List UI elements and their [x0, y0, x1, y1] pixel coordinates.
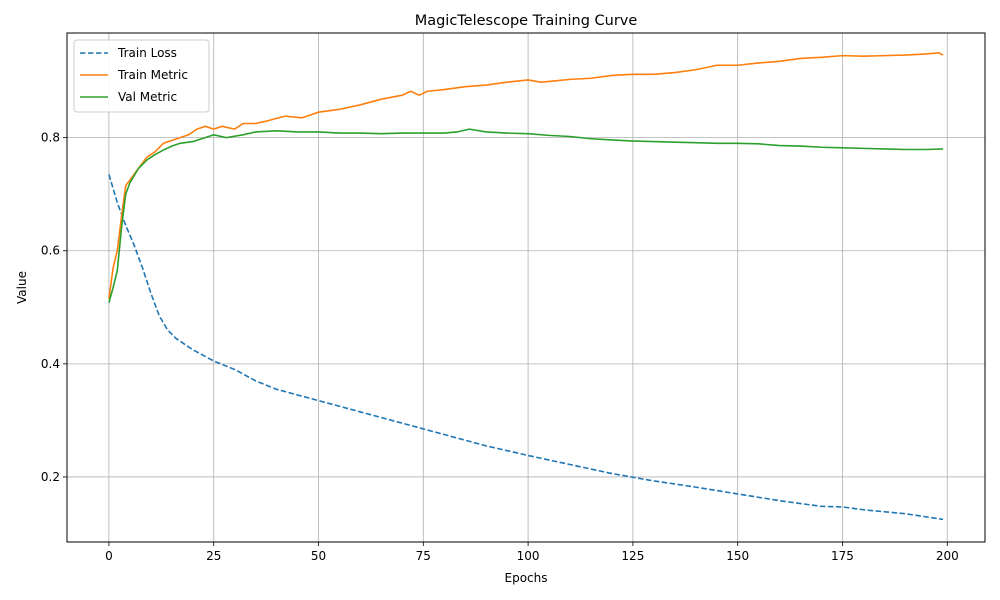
- y-tick-label: 0.4: [41, 357, 60, 371]
- x-tick-label: 175: [831, 549, 854, 563]
- legend-box: [73, 39, 210, 113]
- legend-label: Train Metric: [117, 68, 188, 82]
- legend-label: Val Metric: [118, 90, 177, 104]
- legend-label: Train Loss: [117, 46, 177, 60]
- x-tick-label: 200: [936, 549, 959, 563]
- x-axis-title: Epochs: [505, 571, 548, 585]
- plot-series: [108, 51, 944, 521]
- plot-frame: [66, 32, 986, 543]
- x-tick-label: 150: [726, 549, 749, 563]
- y-tick-label: 0.8: [41, 131, 60, 145]
- chart-title: MagicTelescope Training Curve: [415, 13, 638, 29]
- x-tick-label: 0: [105, 549, 113, 563]
- x-tick-label: 50: [311, 549, 326, 563]
- y-tick-label: 0.6: [41, 244, 60, 258]
- legend: Train Loss Train Metric Val Metric: [73, 39, 210, 113]
- series-line-train-loss: [108, 174, 944, 521]
- series-line-val-metric: [108, 128, 944, 303]
- y-tick-label: 0.2: [41, 470, 60, 484]
- x-tick-label: 125: [621, 549, 644, 563]
- x-tick-label: 100: [517, 549, 540, 563]
- y-axis-title: Value: [15, 271, 29, 304]
- x-tick-label: 25: [206, 549, 221, 563]
- x-tick-label: 75: [416, 549, 431, 563]
- axis-ticks: 0 25 50 75 100 125 150 175 200 0.2 0.4 0.6 0.8: [41, 131, 959, 563]
- series-line-train-metric: [108, 51, 944, 299]
